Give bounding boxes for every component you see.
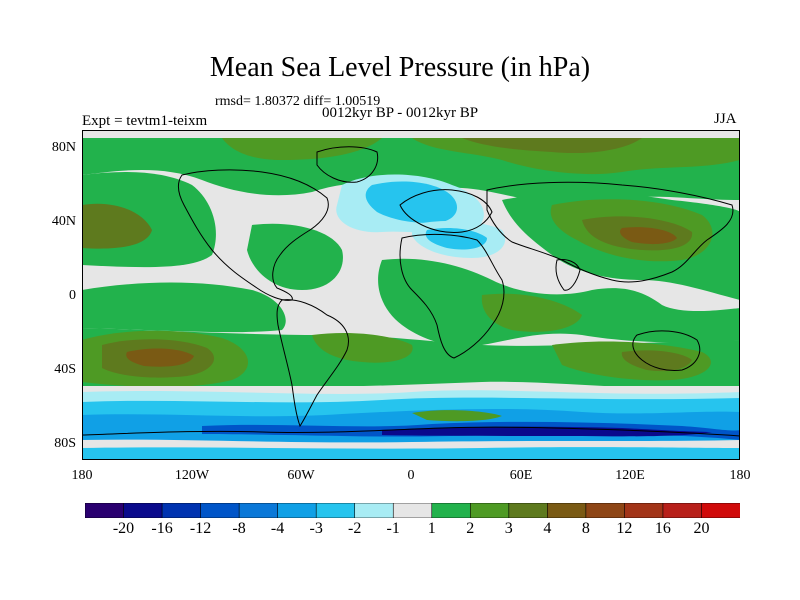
- colorbar-swatch: [469, 502, 510, 519]
- colorbar-label: -1: [386, 520, 400, 537]
- lon-label-0: 0: [407, 468, 415, 483]
- lat-label-40n: 40N: [51, 214, 76, 229]
- asia-deep-brown: [620, 227, 677, 245]
- experiment-label: Expt = tevtm1-teixm: [82, 113, 208, 129]
- lat-label-40s: 40S: [54, 362, 76, 377]
- colorbar-label: 4: [543, 520, 552, 537]
- lat-label-80n: 80N: [51, 140, 76, 155]
- coast-south-america: [276, 299, 349, 428]
- colorbar-swatch: [585, 502, 626, 519]
- lon-label-180w: 180: [71, 468, 93, 483]
- season-label: JJA: [714, 111, 737, 127]
- colorbar-swatch: [123, 502, 163, 519]
- lon-label-120e: 120E: [615, 468, 645, 483]
- colorbar-swatch: [238, 502, 279, 519]
- lat-label-equator: 0: [69, 288, 76, 303]
- antarctic-interior-blue: [82, 447, 740, 460]
- africa-positive: [378, 258, 740, 347]
- chart-title: Mean Sea Level Pressure (in hPa): [209, 52, 591, 83]
- colorbar-swatch: [161, 502, 202, 519]
- colorbar-label: -2: [348, 520, 362, 537]
- antarctic-positive-patch: [412, 410, 502, 422]
- colorbar-swatch: [431, 502, 472, 519]
- colorbar-swatch: [508, 502, 549, 519]
- colorbar-swatch: [662, 502, 703, 519]
- coast-india: [555, 259, 581, 291]
- tropical-pacific-positive: [82, 282, 286, 333]
- colorbar-label: -4: [270, 520, 285, 537]
- map-border: [82, 130, 740, 460]
- stats-label: rmsd= 1.80372 diff= 1.00519: [215, 94, 381, 109]
- colorbar-swatch: [547, 502, 587, 519]
- arctic-brown-east: [462, 138, 642, 154]
- colorbar-swatch: [354, 502, 395, 519]
- europe-negative-core: [425, 227, 487, 250]
- colorbar-label: 20: [693, 520, 710, 537]
- colorbar-swatch: [277, 502, 317, 519]
- coast-australia: [632, 330, 701, 371]
- coast-north-america: [178, 169, 329, 301]
- colorbar-label: -16: [151, 520, 173, 537]
- lat-label-80s: 80S: [54, 436, 76, 451]
- colorbar: [84, 502, 741, 519]
- north-atlantic-negative-core: [365, 181, 458, 223]
- colorbar-label: 8: [581, 520, 590, 537]
- colorbar-label: 12: [616, 520, 633, 537]
- colorbar-label: -20: [112, 520, 135, 537]
- lon-label-60w: 60W: [287, 468, 315, 483]
- antarctic-deep-low: [382, 426, 712, 437]
- colorbar-swatch: [624, 502, 664, 519]
- tropical-indian-positive: [481, 293, 582, 332]
- period-label: 0012kyr BP - 0012kyr BP: [322, 105, 479, 121]
- lon-label-180e: 180: [729, 468, 751, 483]
- lon-label-60e: 60E: [509, 468, 533, 483]
- colorbar-label: 1: [427, 520, 436, 537]
- coast-asia: [486, 181, 734, 283]
- coast-greenland: [316, 146, 379, 183]
- australia-high-core: [621, 350, 692, 372]
- colorbar-swatch: [392, 502, 433, 519]
- colorbar-label: 16: [654, 520, 671, 537]
- colorbar-label: 3: [504, 520, 513, 537]
- coastlines: [82, 146, 740, 437]
- coast-europe: [399, 189, 493, 233]
- colorbar-label: -3: [309, 520, 323, 537]
- colorbar-swatch: [200, 502, 240, 519]
- south-atlantic-high: [312, 333, 413, 363]
- lon-label-120w: 120W: [174, 468, 210, 483]
- north-pacific-brown: [82, 203, 152, 249]
- coast-africa: [399, 233, 505, 359]
- arctic-strong-positive-east: [412, 138, 740, 175]
- colorbar-swatch: [315, 502, 356, 519]
- pressure-map: [82, 130, 740, 460]
- colorbar-label: -12: [189, 520, 212, 537]
- colorbar-swatch: [84, 502, 125, 519]
- colorbar-label: 2: [466, 520, 475, 537]
- tropical-atlantic-positive: [247, 223, 343, 290]
- southern-midlat-positive: [82, 328, 740, 389]
- coast-antarctica: [82, 426, 740, 437]
- south-pacific-high-peak: [126, 348, 194, 367]
- colorbar-swatch: [701, 502, 741, 519]
- arctic-strong-positive: [222, 138, 382, 160]
- colorbar-label: -8: [232, 520, 246, 537]
